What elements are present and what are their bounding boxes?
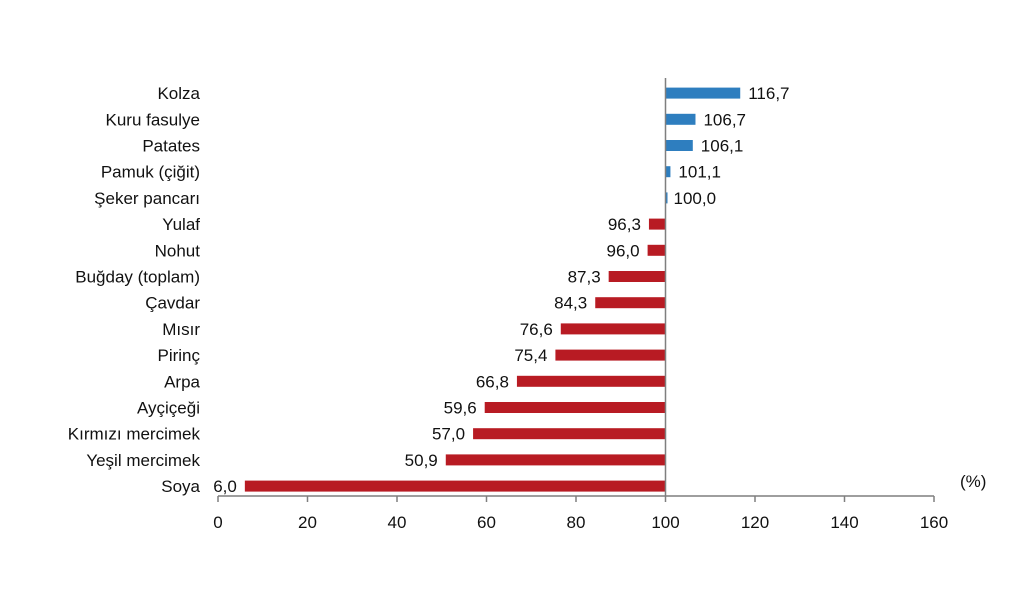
x-tick-label-2: 40 <box>388 513 407 532</box>
category-label-3: Pamuk (çiğit) <box>101 163 200 182</box>
bar-2 <box>665 140 693 151</box>
axis-group <box>217 78 935 502</box>
category-label-8: Çavdar <box>145 294 200 313</box>
bar-1 <box>665 113 696 125</box>
category-label-4: Şeker pancarı <box>94 189 200 208</box>
value-label-3: 101,1 <box>678 163 721 182</box>
value-label-9: 76,6 <box>520 320 553 339</box>
category-label-7: Buğday (toplam) <box>75 268 200 287</box>
category-label-6: Nohut <box>155 241 201 260</box>
bar-10 <box>555 349 666 361</box>
value-label-7: 87,3 <box>568 268 601 287</box>
bar-3 <box>665 166 671 178</box>
bar-4 <box>665 192 668 204</box>
bar-6 <box>647 244 666 256</box>
x-tick-label-8: 160 <box>920 513 948 532</box>
bar-12 <box>484 402 666 413</box>
value-label-5: 96,3 <box>608 215 641 234</box>
category-label-0: Kolza <box>157 84 200 103</box>
category-label-1: Kuru fasulye <box>106 110 201 129</box>
x-tick-label-3: 60 <box>477 513 496 532</box>
category-label-14: Yeşil mercimek <box>86 451 200 470</box>
value-label-15: 6,0 <box>213 477 237 496</box>
bar-13 <box>473 428 666 440</box>
category-label-11: Arpa <box>164 372 200 391</box>
value-label-12: 59,6 <box>444 399 477 418</box>
bar-5 <box>648 218 666 230</box>
value-label-8: 84,3 <box>554 294 587 313</box>
value-label-1: 106,7 <box>703 110 746 129</box>
bar-14 <box>445 454 666 466</box>
labels-group: Kolza 116,7 Kuru fasulye 106,7 Patates 106,1 P… <box>68 84 948 532</box>
bar-11 <box>516 375 666 387</box>
x-tick-label-6: 120 <box>741 513 769 532</box>
value-label-11: 66,8 <box>476 372 509 391</box>
category-label-13: Kırmızı mercimek <box>68 425 201 444</box>
value-label-14: 50,9 <box>405 451 438 470</box>
value-label-2: 106,1 <box>701 137 744 156</box>
value-label-13: 57,0 <box>432 425 465 444</box>
bars-group <box>244 87 741 492</box>
category-label-12: Ayçiçeği <box>137 399 200 418</box>
value-label-6: 96,0 <box>607 241 640 260</box>
bar-8 <box>595 297 666 309</box>
x-tick-label-7: 140 <box>830 513 858 532</box>
category-label-2: Patates <box>142 137 200 156</box>
bar-0 <box>665 87 741 99</box>
value-label-4: 100,0 <box>674 189 717 208</box>
x-tick-label-1: 20 <box>298 513 317 532</box>
bar-15 <box>244 480 666 492</box>
category-label-5: Yulaf <box>162 215 200 234</box>
category-label-15: Soya <box>161 477 200 496</box>
value-label-0: 116,7 <box>748 84 789 103</box>
x-tick-label-0: 0 <box>213 513 222 532</box>
bar-7 <box>608 271 666 282</box>
bar-9 <box>560 323 666 335</box>
category-label-9: Mısır <box>162 320 200 339</box>
value-label-10: 75,4 <box>514 346 547 365</box>
x-tick-label-5: 100 <box>651 513 679 532</box>
category-label-10: Pirinç <box>157 346 200 365</box>
x-axis-unit-label: (%) <box>960 472 986 491</box>
x-tick-label-4: 80 <box>567 513 586 532</box>
